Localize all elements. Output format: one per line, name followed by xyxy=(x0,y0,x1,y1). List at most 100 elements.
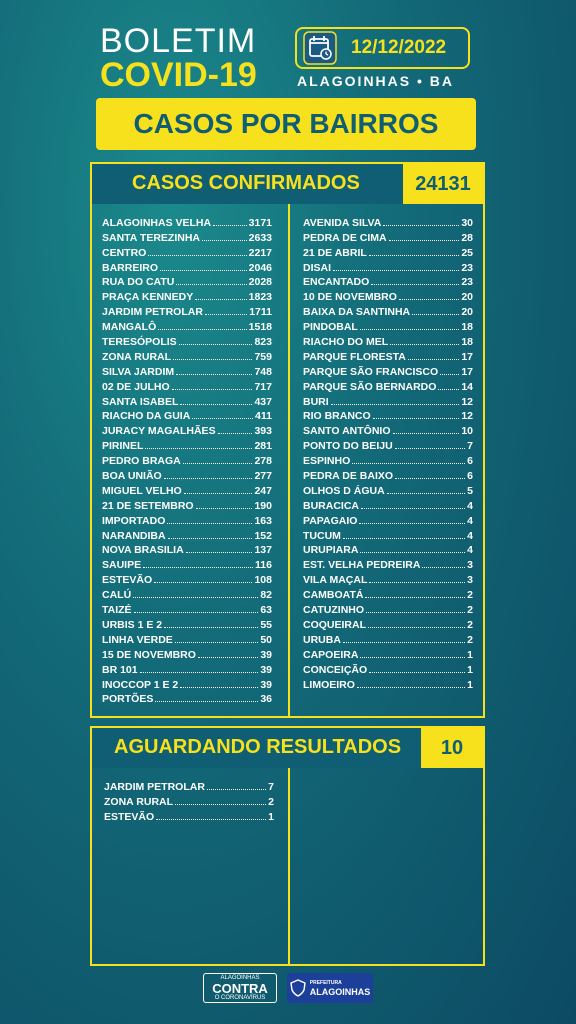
case-count: 1 xyxy=(467,663,473,676)
case-count: 3171 xyxy=(248,216,272,229)
neighborhood-name: PINDOBAL xyxy=(303,321,358,334)
neighborhood-name: ESTEVÃO xyxy=(102,574,153,587)
section-banner: CASOS POR BAIRROS xyxy=(96,98,476,150)
neighborhood-name: PEDRO BRAGA xyxy=(102,455,181,468)
dotted-leader xyxy=(422,567,466,569)
neighborhood-name: MIGUEL VELHO xyxy=(102,484,182,497)
neighborhood-name: RIACHO DO MEL xyxy=(303,336,389,349)
prefeitura-logo: PREFEITURA ALAGOINHAS xyxy=(287,973,373,1003)
neighborhood-row: SANTA ISABEL 437 xyxy=(102,393,272,408)
case-count: 7 xyxy=(268,780,274,793)
neighborhood-row: ALAGOINHAS VELHA 3171 xyxy=(102,214,272,229)
case-count: 3 xyxy=(467,559,473,572)
neighborhood-name: BURACICA xyxy=(303,499,359,512)
confirmed-title: CASOS CONFIRMADOS xyxy=(132,172,360,194)
dotted-leader xyxy=(143,567,254,569)
neighborhood-name: PEDRA DE CIMA xyxy=(303,231,387,244)
neighborhood-row: OLHOS D ÁGUA 5 xyxy=(303,482,473,497)
dotted-leader xyxy=(154,582,253,584)
dotted-leader xyxy=(342,537,466,539)
case-count: 748 xyxy=(254,365,272,378)
confirmed-header: CASOS CONFIRMADOS 24131 xyxy=(92,164,483,204)
neighborhood-row: EST. VELHA PEDREIRA 3 xyxy=(303,556,473,571)
neighborhood-row: PINDOBAL 18 xyxy=(303,318,473,333)
dotted-leader xyxy=(182,463,253,465)
neighborhood-name: TAIZÉ xyxy=(102,604,132,617)
neighborhood-name: TUCUM xyxy=(303,529,341,542)
neighborhood-row: BARREIRO 2046 xyxy=(102,259,272,274)
case-count: 20 xyxy=(461,306,473,319)
neighborhood-name: CAPOEIRA xyxy=(303,648,359,661)
neighborhood-row: PIRINEL 281 xyxy=(102,437,272,452)
case-count: 23 xyxy=(461,261,473,274)
neighborhood-row: ENCANTADO 23 xyxy=(303,274,473,289)
case-count: 7 xyxy=(467,440,473,453)
case-count: 1 xyxy=(467,678,473,691)
dotted-leader xyxy=(356,686,466,688)
neighborhood-row: CALÚ 82 xyxy=(102,586,272,601)
case-count: 6 xyxy=(467,455,473,468)
dotted-leader xyxy=(394,448,466,450)
case-count: 20 xyxy=(461,291,473,304)
neighborhood-row: 02 DE JULHO 717 xyxy=(102,378,272,393)
neighborhood-row: ESTEVÃO 1 xyxy=(104,808,274,823)
dotted-leader xyxy=(178,344,253,346)
logo1-main-text: CONTRA xyxy=(212,980,268,996)
neighborhood-row: RUA DO CATU 2028 xyxy=(102,274,272,289)
contra-coronavirus-logo: ALAGOINHAS CONTRA O CORONAVÍRUS xyxy=(203,973,277,1003)
neighborhood-name: CONCEIÇÃO xyxy=(303,663,368,676)
dotted-leader xyxy=(365,597,466,599)
case-count: 437 xyxy=(254,395,272,408)
neighborhood-name: CENTRO xyxy=(102,246,147,259)
neighborhood-name: CATUZINHO xyxy=(303,604,365,617)
dotted-leader xyxy=(388,239,460,241)
dotted-leader xyxy=(180,686,259,688)
dotted-leader xyxy=(213,224,247,226)
dotted-leader xyxy=(174,641,259,643)
logo2-top-text: PREFEITURA xyxy=(309,980,342,986)
case-count: 6 xyxy=(467,470,473,483)
awaiting-results-panel: AGUARDANDO RESULTADOS 10 JARDIM PETROLAR… xyxy=(90,726,485,966)
case-count: 30 xyxy=(461,216,473,229)
dotted-leader xyxy=(180,403,253,405)
case-count: 1518 xyxy=(248,321,272,334)
neighborhood-row: ZONA RURAL 2 xyxy=(104,793,274,808)
neighborhood-row: 21 DE SETEMBRO 190 xyxy=(102,497,272,512)
dotted-leader xyxy=(160,269,247,271)
dotted-leader xyxy=(352,463,466,465)
neighborhood-row: PONTO DO BEIJU 7 xyxy=(303,437,473,452)
dotted-leader xyxy=(390,344,460,346)
dotted-leader xyxy=(197,656,259,658)
dotted-leader xyxy=(167,537,253,539)
dotted-leader xyxy=(369,671,466,673)
neighborhood-name: JARDIM PETROLAR xyxy=(104,780,205,793)
case-count: 23 xyxy=(461,276,473,289)
dotted-leader xyxy=(440,373,460,375)
case-count: 759 xyxy=(254,350,272,363)
neighborhood-name: URUBA xyxy=(303,633,341,646)
dotted-leader xyxy=(139,671,259,673)
case-count: 2028 xyxy=(248,276,272,289)
neighborhood-name: 10 DE NOVEMBRO xyxy=(303,291,397,304)
neighborhood-row: PARQUE SÃO BERNARDO 14 xyxy=(303,378,473,393)
neighborhood-row: URUPIARA 4 xyxy=(303,542,473,557)
dotted-leader xyxy=(217,433,253,435)
dotted-leader xyxy=(371,284,460,286)
neighborhood-name: COQUEIRAL xyxy=(303,618,366,631)
neighborhood-name: BR 101 xyxy=(102,663,138,676)
case-count: 2046 xyxy=(248,261,272,274)
neighborhood-row: MIGUEL VELHO 247 xyxy=(102,482,272,497)
dotted-leader xyxy=(156,818,267,820)
column-divider xyxy=(288,204,290,718)
neighborhood-name: PORTÕES xyxy=(102,693,154,706)
dotted-leader xyxy=(164,626,259,628)
case-count: 5 xyxy=(467,484,473,497)
neighborhood-name: NOVA BRASILIA xyxy=(102,544,184,557)
neighborhood-row: PEDRA DE CIMA 28 xyxy=(303,229,473,244)
neighborhood-row: 10 DE NOVEMBRO 20 xyxy=(303,288,473,303)
case-count: 4 xyxy=(467,544,473,557)
neighborhood-row: JARDIM PETROLAR 7 xyxy=(104,778,274,793)
neighborhood-name: EST. VELHA PEDREIRA xyxy=(303,559,421,572)
neighborhood-row: 15 DE NOVEMBRO 39 xyxy=(102,646,272,661)
dotted-leader xyxy=(368,626,466,628)
